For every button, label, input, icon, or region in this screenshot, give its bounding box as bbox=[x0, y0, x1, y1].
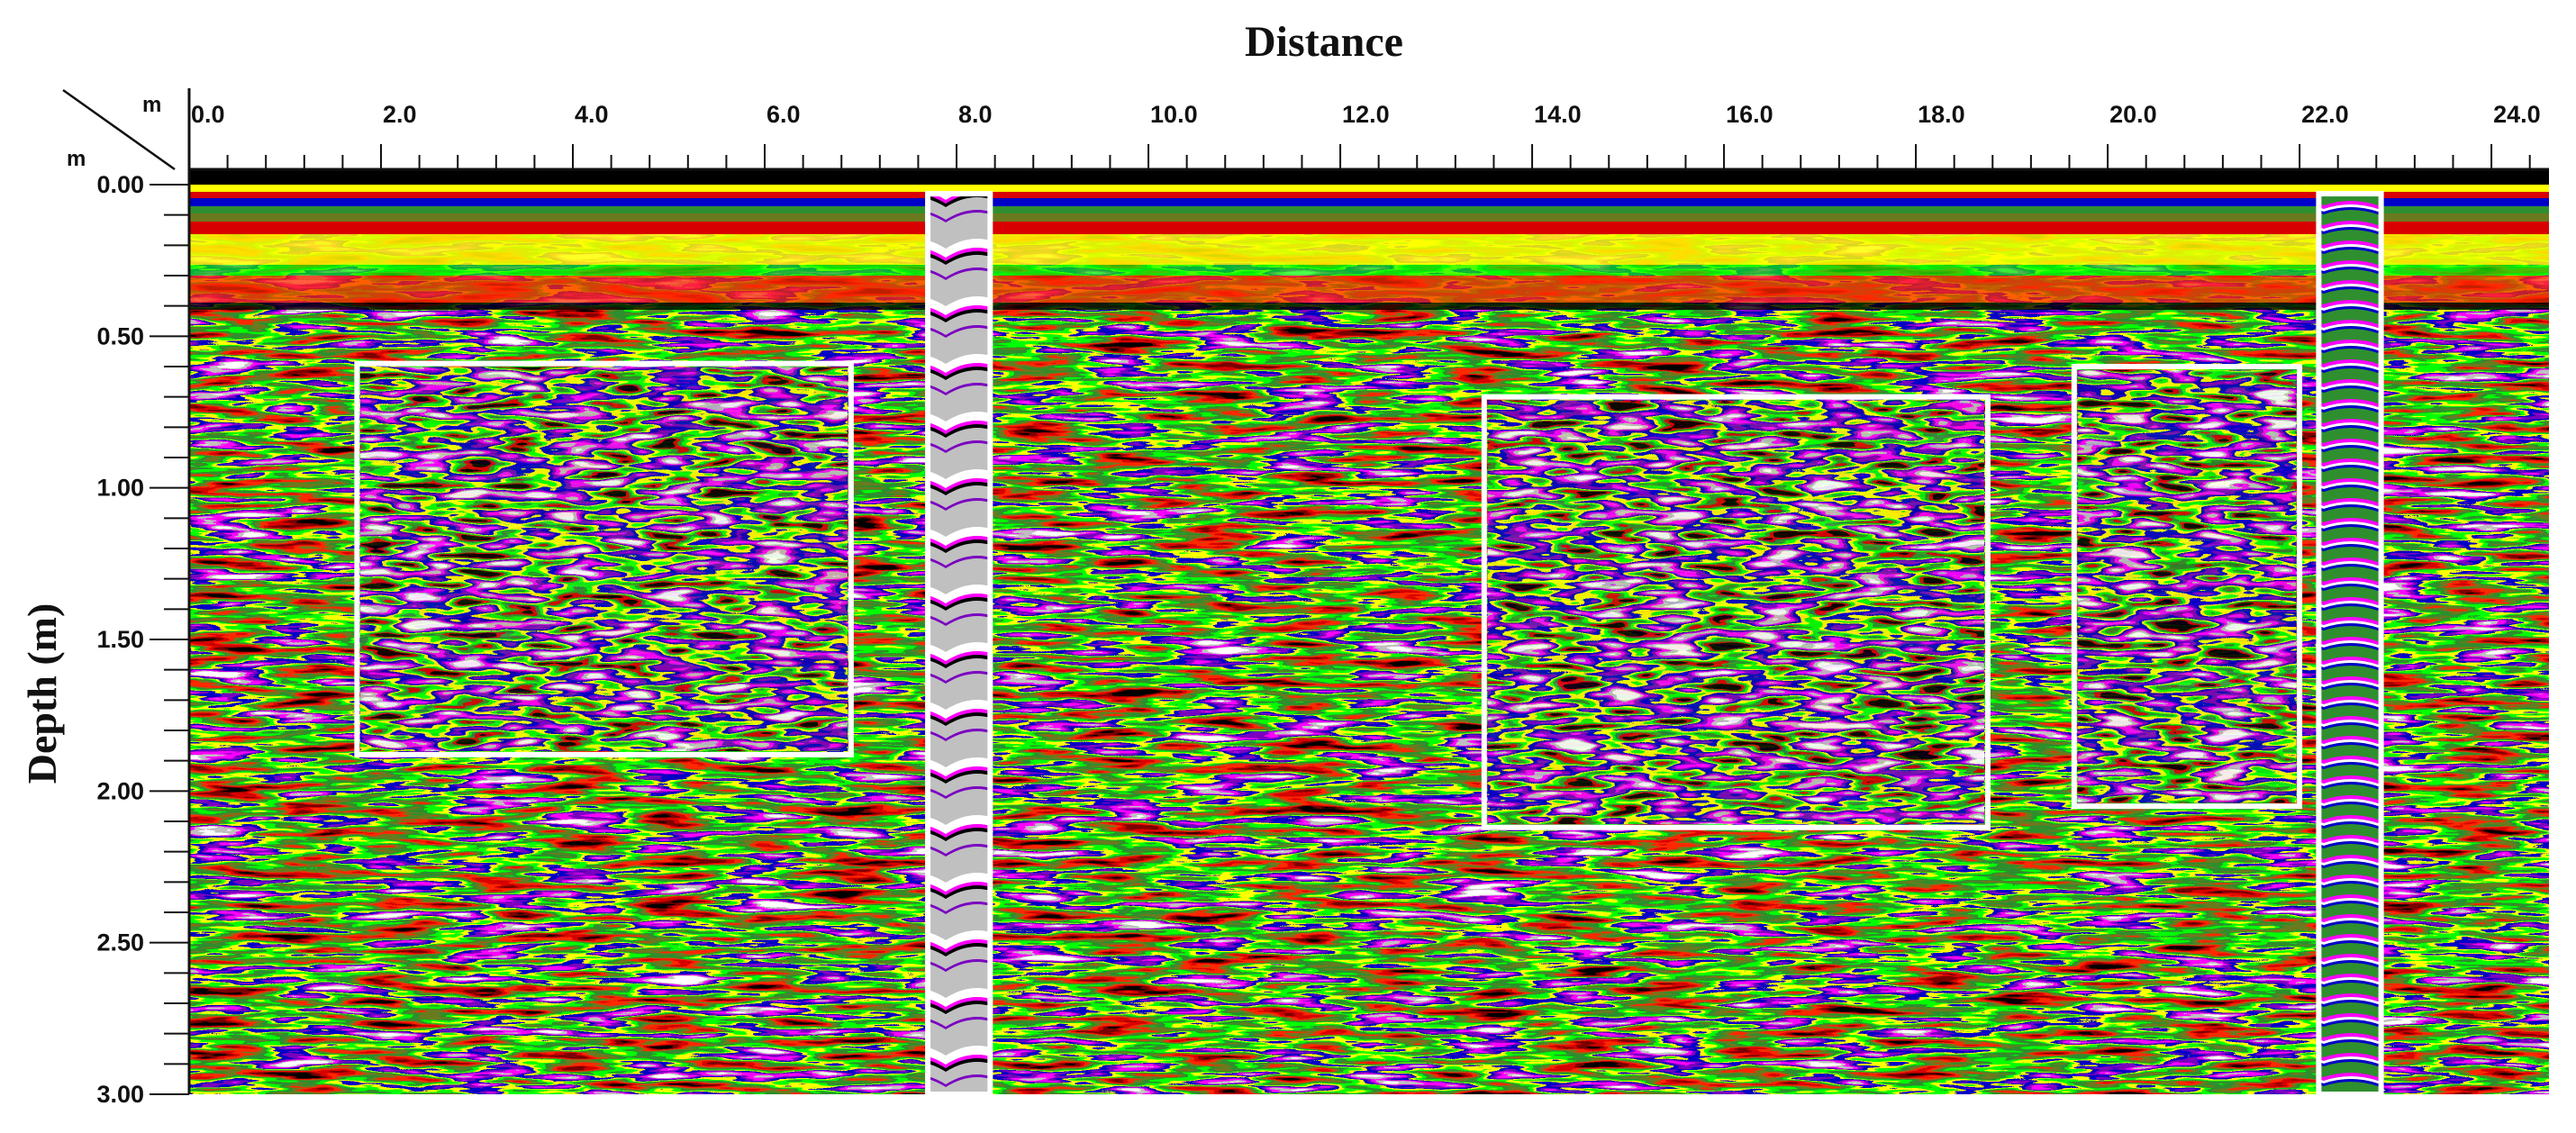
anomaly-highlights bbox=[360, 367, 2297, 824]
strip-2 bbox=[2316, 191, 2384, 1098]
anomaly-texture bbox=[1487, 400, 1984, 824]
x-tick-label: 0.0 bbox=[191, 101, 225, 128]
y-tick-label: 3.00 bbox=[96, 1081, 144, 1108]
surface-band-green bbox=[189, 206, 2549, 213]
x-tick-label: 12.0 bbox=[1342, 101, 1390, 128]
corner-x-unit: m bbox=[142, 93, 161, 117]
y-tick-label: 1.00 bbox=[96, 475, 144, 502]
x-tick-label: 18.0 bbox=[1918, 101, 1965, 128]
surface-band-red bbox=[189, 192, 2549, 198]
y-tick-label: 2.50 bbox=[96, 929, 144, 956]
anomaly-texture bbox=[2077, 370, 2297, 803]
x-tick-label: 8.0 bbox=[958, 101, 993, 128]
surface-band-red3 bbox=[189, 276, 2549, 303]
box-1 bbox=[354, 360, 854, 757]
x-tick-label: 4.0 bbox=[575, 101, 609, 128]
y-tick-label: 1.50 bbox=[96, 626, 144, 653]
x-tick-label: 10.0 bbox=[1150, 101, 1198, 128]
strip-1 bbox=[925, 191, 993, 1098]
x-tick-label: 2.0 bbox=[383, 101, 417, 128]
y-tick-label: 0.00 bbox=[96, 171, 144, 198]
hyperbola-strip-fill bbox=[2318, 194, 2381, 1095]
y-tick-label: 2.00 bbox=[96, 777, 144, 804]
surface-band-black bbox=[189, 169, 2549, 185]
box-3 bbox=[2071, 364, 2303, 810]
x-tick-label: 20.0 bbox=[2109, 101, 2157, 128]
surface-band-yellow2 bbox=[189, 234, 2549, 265]
surface-band-red2 bbox=[189, 222, 2549, 234]
radargram-image bbox=[189, 169, 2549, 1098]
y-axis-ticks: 0.00 0.50 1.00 1.50 2.00 2.50 3.00 bbox=[96, 171, 189, 1108]
x-tick-label: 6.0 bbox=[766, 101, 801, 128]
x-tick-label: 22.0 bbox=[2301, 101, 2349, 128]
x-axis-ticks: 0.0 2.0 4.0 6.0 8.0 10.0 12.0 14.0 16.0 18.0 20.0 2… bbox=[188, 101, 2541, 169]
x-tick-label: 16.0 bbox=[1726, 101, 1773, 128]
y-axis-label: Depth (m) bbox=[19, 603, 65, 784]
surface-band-blue bbox=[189, 198, 2549, 206]
anomaly-boxes bbox=[354, 360, 2303, 830]
surface-band-yellow bbox=[189, 185, 2549, 192]
surface-band-green2 bbox=[189, 265, 2549, 276]
hyperbola-strips bbox=[925, 191, 2384, 1098]
hyperbola-strip-fill bbox=[928, 194, 991, 1095]
corner-diagonal bbox=[62, 88, 176, 171]
surface-band-black2 bbox=[189, 303, 2549, 310]
box-2 bbox=[1481, 394, 1991, 830]
x-tick-label: 14.0 bbox=[1534, 101, 1582, 128]
anomaly-texture bbox=[360, 367, 848, 751]
y-tick-label: 0.50 bbox=[96, 322, 144, 349]
surface-band-olive bbox=[189, 213, 2549, 222]
corner-y-unit: m bbox=[67, 147, 86, 171]
chart-title: Distance bbox=[1245, 18, 1403, 66]
x-tick-label: 24.0 bbox=[2493, 101, 2541, 128]
